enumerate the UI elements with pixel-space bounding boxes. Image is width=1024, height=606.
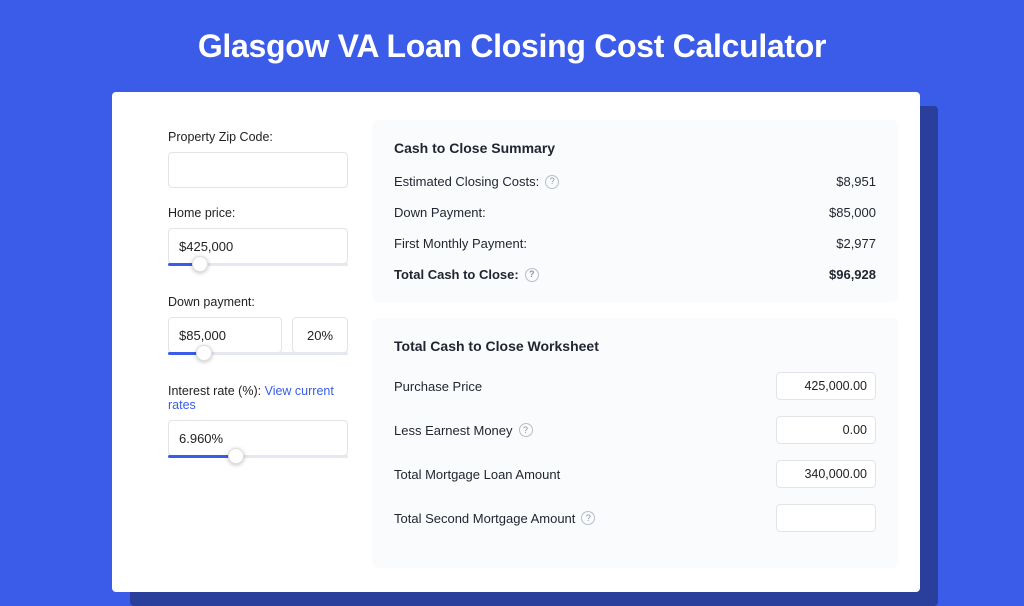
zip-field: Property Zip Code:	[168, 130, 348, 188]
worksheet-input-second-mortgage[interactable]	[776, 504, 876, 532]
worksheet-input-earnest-money[interactable]	[776, 416, 876, 444]
worksheet-label: Less Earnest Money	[394, 423, 513, 438]
interest-rate-field: Interest rate (%): View current rates	[168, 384, 348, 469]
interest-rate-input[interactable]	[168, 420, 348, 456]
summary-label: First Monthly Payment:	[394, 236, 527, 251]
slider-fill	[168, 455, 236, 458]
summary-panel: Cash to Close Summary Estimated Closing …	[372, 120, 898, 302]
home-price-field: Home price:	[168, 206, 348, 277]
worksheet-row-second-mortgage: Total Second Mortgage Amount ?	[394, 504, 876, 532]
worksheet-input-purchase-price[interactable]	[776, 372, 876, 400]
worksheet-title: Total Cash to Close Worksheet	[394, 338, 876, 354]
worksheet-panel: Total Cash to Close Worksheet Purchase P…	[372, 318, 898, 568]
summary-value: $2,977	[836, 236, 876, 251]
interest-rate-label: Interest rate (%): View current rates	[168, 384, 348, 412]
input-column: Property Zip Code: Home price: Down paym…	[112, 92, 372, 592]
worksheet-row-mortgage-amount: Total Mortgage Loan Amount	[394, 460, 876, 488]
home-price-label: Home price:	[168, 206, 348, 220]
help-icon[interactable]: ?	[525, 268, 539, 282]
worksheet-input-mortgage-amount[interactable]	[776, 460, 876, 488]
worksheet-label: Total Mortgage Loan Amount	[394, 467, 560, 482]
down-payment-input[interactable]	[168, 317, 282, 353]
down-payment-pct[interactable]: 20%	[292, 317, 348, 353]
worksheet-row-purchase-price: Purchase Price	[394, 372, 876, 400]
help-icon[interactable]: ?	[545, 175, 559, 189]
summary-value: $96,928	[829, 267, 876, 282]
summary-row-total: Total Cash to Close: ? $96,928	[394, 267, 876, 282]
summary-row-down-payment: Down Payment: $85,000	[394, 205, 876, 220]
zip-input[interactable]	[168, 152, 348, 188]
interest-rate-label-text: Interest rate (%):	[168, 384, 261, 398]
output-column: Cash to Close Summary Estimated Closing …	[372, 92, 920, 592]
summary-value: $8,951	[836, 174, 876, 189]
summary-row-closing-costs: Estimated Closing Costs: ? $8,951	[394, 174, 876, 189]
slider-thumb[interactable]	[196, 345, 212, 361]
slider-thumb[interactable]	[228, 448, 244, 464]
slider-thumb[interactable]	[192, 256, 208, 272]
help-icon[interactable]: ?	[519, 423, 533, 437]
down-payment-label: Down payment:	[168, 295, 348, 309]
summary-value: $85,000	[829, 205, 876, 220]
down-payment-slider[interactable]	[168, 352, 348, 366]
home-price-slider[interactable]	[168, 263, 348, 277]
worksheet-label: Purchase Price	[394, 379, 482, 394]
worksheet-label: Total Second Mortgage Amount	[394, 511, 575, 526]
summary-title: Cash to Close Summary	[394, 140, 876, 156]
page-title: Glasgow VA Loan Closing Cost Calculator	[0, 0, 1024, 85]
zip-label: Property Zip Code:	[168, 130, 348, 144]
summary-label: Down Payment:	[394, 205, 486, 220]
help-icon[interactable]: ?	[581, 511, 595, 525]
summary-row-first-monthly: First Monthly Payment: $2,977	[394, 236, 876, 251]
worksheet-row-earnest-money: Less Earnest Money ?	[394, 416, 876, 444]
interest-rate-slider[interactable]	[168, 455, 348, 469]
down-payment-field: Down payment: 20%	[168, 295, 348, 366]
calculator-card: Property Zip Code: Home price: Down paym…	[112, 92, 920, 592]
summary-label: Total Cash to Close:	[394, 267, 519, 282]
summary-label: Estimated Closing Costs:	[394, 174, 539, 189]
